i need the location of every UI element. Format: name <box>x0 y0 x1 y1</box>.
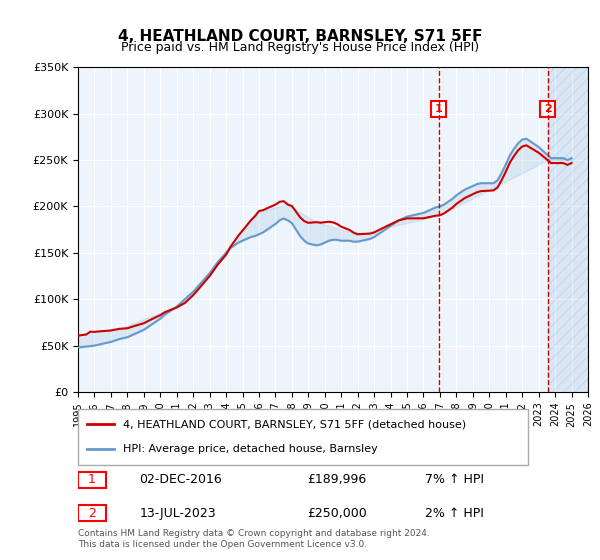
Text: 1: 1 <box>435 104 442 114</box>
Text: 4, HEATHLAND COURT, BARNSLEY, S71 5FF: 4, HEATHLAND COURT, BARNSLEY, S71 5FF <box>118 29 482 44</box>
Text: 2: 2 <box>544 104 551 114</box>
Text: Price paid vs. HM Land Registry's House Price Index (HPI): Price paid vs. HM Land Registry's House … <box>121 41 479 54</box>
Text: Contains HM Land Registry data © Crown copyright and database right 2024.
This d: Contains HM Land Registry data © Crown c… <box>78 529 430 549</box>
Text: 13-JUL-2023: 13-JUL-2023 <box>139 507 216 520</box>
Text: HPI: Average price, detached house, Barnsley: HPI: Average price, detached house, Barn… <box>123 444 378 454</box>
FancyBboxPatch shape <box>78 505 106 521</box>
Text: 2% ↑ HPI: 2% ↑ HPI <box>425 507 484 520</box>
Text: 02-DEC-2016: 02-DEC-2016 <box>139 473 222 486</box>
Text: 1: 1 <box>88 473 96 486</box>
Text: £250,000: £250,000 <box>308 507 367 520</box>
Text: £189,996: £189,996 <box>308 473 367 486</box>
Text: 2: 2 <box>88 507 96 520</box>
Text: 4, HEATHLAND COURT, BARNSLEY, S71 5FF (detached house): 4, HEATHLAND COURT, BARNSLEY, S71 5FF (d… <box>123 419 466 430</box>
FancyBboxPatch shape <box>78 409 528 465</box>
FancyBboxPatch shape <box>78 472 106 488</box>
Bar <box>548 67 588 392</box>
Text: 7% ↑ HPI: 7% ↑ HPI <box>425 473 484 486</box>
